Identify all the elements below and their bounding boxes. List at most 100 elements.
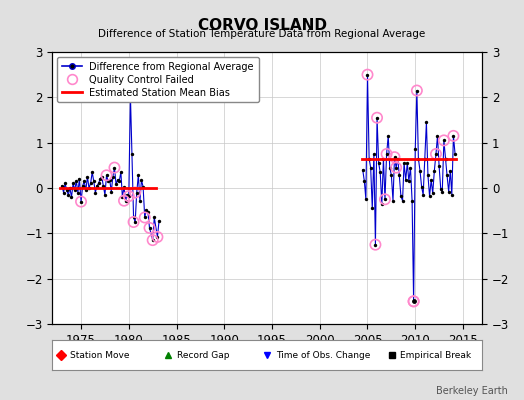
Text: CORVO ISLAND: CORVO ISLAND — [198, 18, 326, 33]
Point — [444, 188, 453, 195]
Point — [80, 178, 89, 184]
Point — [370, 151, 378, 157]
Point — [145, 225, 154, 231]
Point — [93, 182, 101, 189]
Point — [441, 155, 450, 162]
Point — [378, 201, 386, 207]
Text: Station Move: Station Move — [70, 350, 129, 360]
Point — [72, 178, 81, 184]
Point — [61, 180, 69, 187]
Point — [126, 92, 135, 98]
Point — [424, 172, 432, 178]
Point — [413, 87, 421, 94]
Point — [115, 178, 124, 184]
Point — [139, 184, 147, 190]
Point — [405, 178, 413, 184]
Point — [379, 155, 388, 162]
Point — [94, 180, 103, 187]
Point — [153, 234, 161, 240]
Point — [381, 196, 389, 202]
Point — [58, 182, 66, 189]
Point — [125, 193, 133, 199]
Point — [392, 164, 400, 171]
Point — [142, 206, 150, 213]
Point — [155, 218, 163, 224]
Point — [366, 164, 375, 171]
Point — [122, 198, 130, 204]
Point — [447, 192, 456, 198]
Point — [112, 181, 121, 188]
Text: Empirical Break: Empirical Break — [400, 350, 472, 360]
Point — [74, 189, 82, 196]
Point — [83, 174, 92, 180]
Point — [414, 155, 422, 162]
Text: Berkeley Earth: Berkeley Earth — [436, 386, 508, 396]
Point — [373, 114, 381, 121]
Point — [140, 214, 149, 221]
Point — [418, 184, 426, 190]
Point — [105, 177, 114, 183]
Point — [438, 188, 446, 195]
Point — [90, 178, 98, 184]
Point — [375, 160, 383, 166]
Point — [363, 72, 372, 78]
Point — [107, 188, 115, 195]
Point — [390, 154, 399, 160]
Point — [386, 164, 394, 171]
Point — [435, 163, 443, 170]
Point — [365, 155, 373, 162]
Point — [390, 154, 399, 160]
Point — [153, 234, 161, 240]
Point — [397, 193, 405, 199]
Point — [120, 198, 128, 204]
Point — [409, 298, 418, 304]
Point — [440, 137, 448, 144]
Point — [360, 178, 368, 184]
Point — [400, 160, 408, 166]
Point — [131, 189, 139, 196]
Point — [371, 242, 379, 248]
Point — [102, 172, 111, 178]
Point — [395, 172, 403, 178]
Point — [123, 192, 132, 198]
Point — [102, 172, 111, 178]
Point — [59, 189, 68, 196]
Point — [82, 187, 90, 194]
Point — [91, 189, 100, 196]
Point — [449, 133, 457, 139]
Point — [136, 198, 144, 204]
Point — [69, 180, 78, 187]
Text: Record Gap: Record Gap — [177, 350, 230, 360]
Point — [387, 172, 396, 178]
Point — [373, 114, 381, 121]
Point — [145, 225, 154, 231]
Point — [419, 192, 428, 198]
Point — [148, 237, 157, 243]
Point — [88, 169, 96, 175]
Point — [101, 192, 109, 198]
Point — [150, 214, 158, 221]
Point — [403, 160, 411, 166]
Point — [64, 192, 72, 198]
Point — [110, 164, 118, 171]
Point — [113, 177, 122, 183]
Point — [401, 177, 410, 183]
Point — [96, 176, 104, 182]
Point — [134, 172, 143, 178]
Point — [129, 219, 138, 225]
Point — [125, 193, 133, 199]
Point — [79, 182, 87, 189]
Y-axis label: Monthly Temperature Anomaly Difference (°C): Monthly Temperature Anomaly Difference (… — [523, 75, 524, 301]
Point — [408, 198, 416, 204]
Point — [409, 298, 418, 304]
Point — [413, 87, 421, 94]
Point — [144, 208, 152, 215]
Point — [392, 164, 400, 171]
Point — [104, 178, 112, 184]
Point — [363, 72, 372, 78]
Point — [398, 198, 407, 204]
Point — [409, 298, 418, 304]
Point — [376, 169, 385, 175]
Text: Time of Obs. Change: Time of Obs. Change — [276, 350, 370, 360]
Point — [430, 168, 439, 174]
